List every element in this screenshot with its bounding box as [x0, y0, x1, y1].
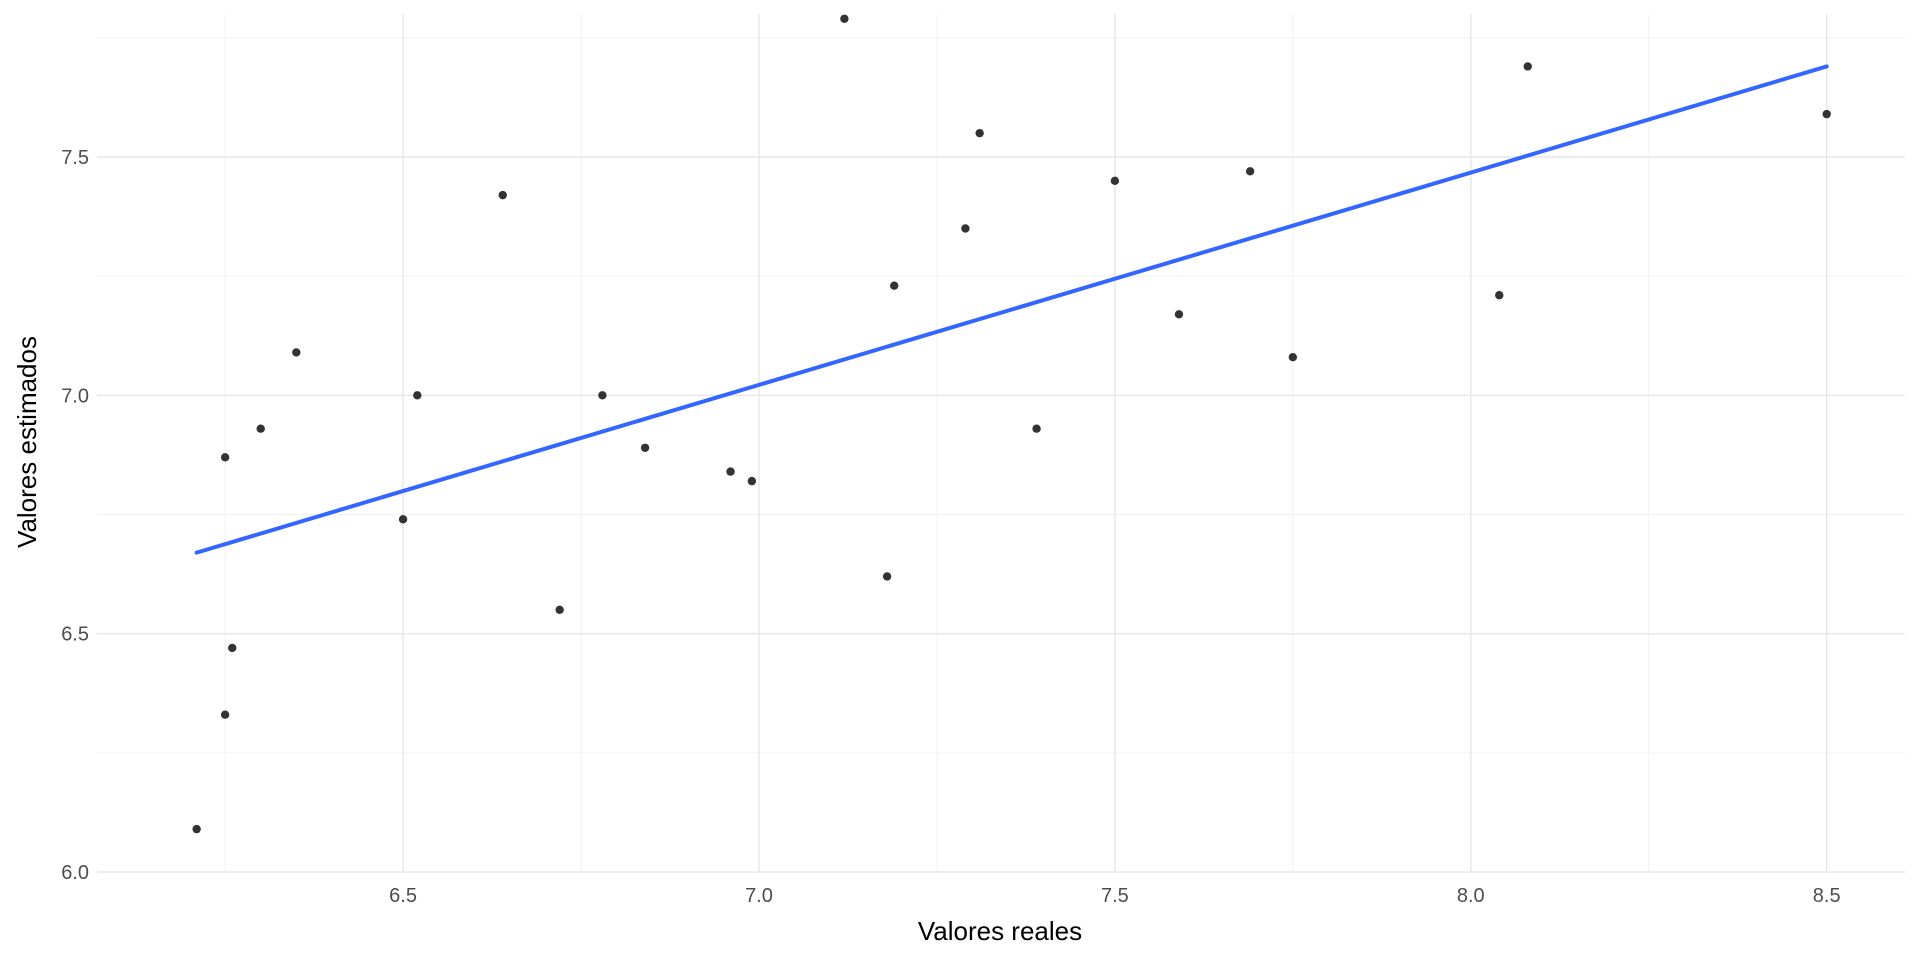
data-point	[882, 572, 892, 581]
points-layer	[192, 14, 1831, 834]
x-axis-title: Valores reales	[918, 916, 1082, 946]
data-point	[726, 467, 735, 476]
data-point	[413, 391, 422, 400]
data-point	[975, 128, 984, 138]
data-point	[398, 515, 408, 524]
grid-major	[97, 14, 1905, 873]
data-point	[256, 424, 265, 433]
x-tick-label: 7.0	[745, 885, 773, 907]
x-tick-labels: 6.5 7.0 7.5 8.0 8.5	[389, 885, 1840, 907]
x-tick-label: 8.0	[1457, 885, 1485, 907]
y-tick-label: 7.5	[61, 147, 89, 169]
x-tick-label: 8.5	[1813, 885, 1841, 907]
data-point	[498, 190, 507, 200]
data-point	[1245, 167, 1255, 176]
data-point	[220, 710, 230, 719]
data-point	[228, 643, 237, 653]
y-tick-labels: 6.0 6.5 7.0 7.5	[61, 147, 89, 884]
data-point	[555, 605, 564, 615]
data-point	[747, 476, 757, 486]
data-point	[192, 824, 201, 834]
data-point	[598, 391, 607, 400]
regression-line-layer	[194, 64, 1829, 555]
x-tick-label: 6.5	[389, 885, 417, 907]
x-tick-label: 7.5	[1101, 885, 1129, 907]
y-axis-title: Valores estimados	[12, 336, 42, 548]
data-point	[1523, 62, 1532, 71]
data-point	[1032, 424, 1041, 433]
data-point	[220, 453, 230, 462]
data-point	[1822, 109, 1831, 119]
data-point	[1110, 176, 1120, 186]
y-tick-label: 7.0	[61, 385, 89, 407]
regression-line	[194, 64, 1829, 555]
data-point	[840, 14, 849, 23]
data-point	[961, 224, 970, 233]
y-tick-label: 6.5	[61, 624, 89, 646]
grid-minor	[97, 14, 1905, 872]
data-point	[1174, 310, 1184, 319]
data-point	[1288, 353, 1298, 362]
y-tick-label: 6.0	[61, 862, 89, 884]
data-point	[890, 281, 899, 290]
data-point	[640, 443, 650, 452]
data-point	[292, 348, 301, 357]
data-point	[1495, 291, 1504, 300]
